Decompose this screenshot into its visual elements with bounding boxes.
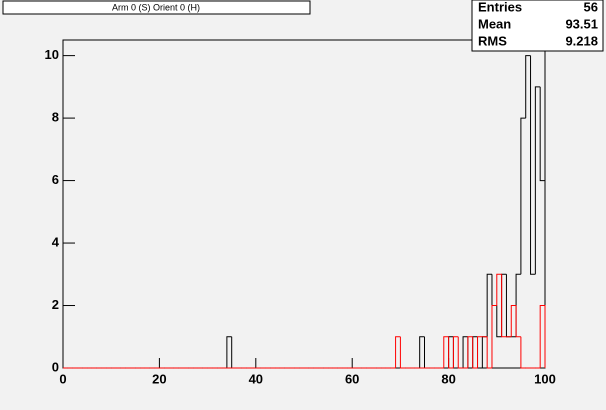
histogram-bin bbox=[477, 336, 483, 368]
stats-box bbox=[471, 0, 604, 52]
stats-label: Entries bbox=[478, 0, 522, 14]
x-tick-label: 60 bbox=[345, 371, 359, 386]
histogram-bin bbox=[491, 305, 497, 368]
stats-value: 56 bbox=[584, 0, 598, 14]
histogram-bin bbox=[448, 336, 454, 368]
histogram-bin bbox=[496, 305, 502, 338]
stats-label: Mean bbox=[478, 16, 511, 31]
histogram-bin bbox=[525, 55, 531, 119]
histogram-bin bbox=[501, 274, 507, 338]
y-tick-label: 0 bbox=[52, 359, 59, 374]
y-tick-label: 6 bbox=[52, 172, 59, 187]
histogram-bin bbox=[501, 273, 507, 337]
y-tick-label: 2 bbox=[52, 297, 59, 312]
histogram-bin bbox=[457, 336, 464, 369]
stats-label: RMS bbox=[478, 33, 507, 48]
histogram-bin bbox=[539, 305, 546, 368]
histogram-bin bbox=[520, 336, 526, 369]
title-box bbox=[2, 0, 311, 15]
histogram-bin bbox=[510, 305, 517, 337]
y-tick-label: 10 bbox=[45, 47, 59, 62]
stats-value: 93.51 bbox=[565, 16, 598, 31]
histogram-bin bbox=[486, 273, 492, 337]
histogram-bin bbox=[539, 86, 546, 368]
histogram-bin bbox=[520, 117, 526, 275]
frame bbox=[62, 39, 546, 369]
x-tick-label: 40 bbox=[249, 371, 263, 386]
histogram-bin bbox=[452, 336, 459, 368]
histogram-bin bbox=[448, 336, 454, 369]
y-tick-label: 8 bbox=[52, 110, 59, 125]
histogram-bin bbox=[467, 336, 473, 369]
histogram-bin bbox=[477, 336, 483, 369]
histogram-bin bbox=[226, 336, 232, 368]
x-tick-label: 100 bbox=[534, 371, 556, 386]
histogram-bin bbox=[505, 274, 512, 338]
histogram-bin bbox=[462, 336, 468, 368]
histogram-bin bbox=[231, 336, 237, 369]
x-tick-label: 20 bbox=[152, 371, 166, 386]
histogram-bin bbox=[486, 336, 492, 369]
x-tick-label: 80 bbox=[441, 371, 455, 386]
histogram-bin bbox=[496, 273, 502, 306]
histogram-bin bbox=[467, 336, 473, 368]
histogram-bin bbox=[534, 86, 541, 275]
histogram-bin bbox=[472, 336, 478, 369]
histogram-bin bbox=[515, 305, 521, 338]
histogram-bin bbox=[472, 336, 478, 368]
x-tick-label: 0 bbox=[59, 371, 66, 386]
histogram-bin bbox=[452, 336, 459, 369]
histogram-bin bbox=[443, 336, 449, 368]
stats-value: 9.218 bbox=[565, 33, 598, 48]
histogram-bin bbox=[419, 336, 425, 368]
histogram-bin bbox=[515, 273, 521, 337]
histogram-bin bbox=[481, 336, 488, 368]
histogram-bin bbox=[491, 274, 497, 307]
histogram-bin bbox=[395, 336, 401, 368]
chart-title: Arm 0 (S) Orient 0 (H) bbox=[112, 2, 200, 12]
histogram-bin bbox=[399, 336, 406, 369]
y-tick-label: 4 bbox=[52, 234, 60, 249]
histogram-bin bbox=[530, 55, 536, 275]
histogram-bin bbox=[424, 336, 430, 369]
